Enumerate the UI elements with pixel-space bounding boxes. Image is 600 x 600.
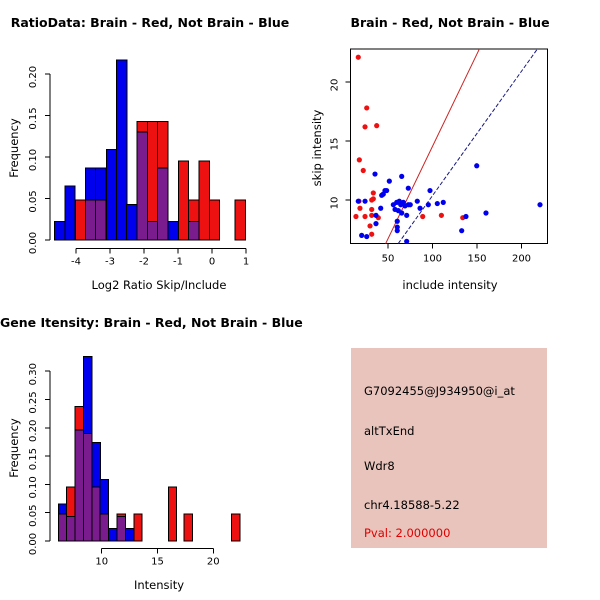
intensity-scatter-panel: Brain - Red, Not Brain - Blue skip inten… [300,0,600,300]
svg-text:0.20: 0.20 [28,66,39,88]
svg-text:100: 100 [423,254,442,265]
intensity-scatter-xlabel: include intensity [402,278,498,292]
svg-text:-3: -3 [105,257,115,268]
svg-text:1: 1 [243,257,249,268]
event-type-text: altTxEnd [364,424,415,438]
svg-text:0.00: 0.00 [28,232,39,254]
gene-histogram-title: Gene Itensity: Brain - Red, Not Brain - … [0,315,303,330]
svg-text:10: 10 [95,557,108,568]
svg-text:0.15: 0.15 [28,448,39,470]
location-text: chr4.18588-5.22 [364,498,460,512]
intensity-scatter-canvas: 50 100 150 200 10 15 20 [330,48,548,265]
ratio-histogram-title: RatioData: Brain - Red, Not Brain - Blue [10,15,290,30]
probe-id-text: G7092455@J934950@i_at [364,384,515,398]
info-panel: G7092455@J934950@i_at altTxEnd Wdr8 chr4… [300,300,600,600]
svg-text:0.05: 0.05 [28,505,39,527]
svg-text:-1: -1 [173,257,183,268]
svg-text:0.10: 0.10 [28,149,39,171]
pval-text: Pval: 2.000000 [364,526,451,540]
gene-name-text: Wdr8 [364,459,395,473]
gene-histogram-panel: Gene Itensity: Brain - Red, Not Brain - … [0,300,303,600]
gene-histogram-xlabel: Intensity [133,578,185,592]
svg-text:10: 10 [330,197,341,210]
svg-text:-2: -2 [139,257,149,268]
svg-text:0.00: 0.00 [28,533,39,555]
svg-text:15: 15 [151,557,164,568]
svg-text:0.10: 0.10 [28,476,39,498]
gene-histogram-canvas: 0.00 0.05 0.10 0.15 0.20 0.25 0.30 10 15 20 [28,355,241,568]
svg-text:200: 200 [512,254,531,265]
svg-text:0.30: 0.30 [28,363,39,385]
info-background-box: G7092455@J934950@i_at altTxEnd Wdr8 chr4… [351,348,547,548]
svg-text:50: 50 [382,254,395,265]
svg-text:20: 20 [330,79,341,92]
ratio-histogram-xlabel: Log2 Ratio Skip/Include [91,278,227,292]
svg-text:-4: -4 [71,257,81,268]
svg-text:0.15: 0.15 [28,107,39,129]
intensity-scatter-title: Brain - Red, Not Brain - Blue [350,15,550,30]
ratio-histogram-panel: RatioData: Brain - Red, Not Brain - Blue… [0,0,300,300]
ratio-histogram-canvas: 0.00 0.05 0.10 0.15 0.20 -4 -3 -2 -1 0 1 [28,59,249,268]
svg-text:0.20: 0.20 [28,420,39,442]
svg-text:20: 20 [207,557,220,568]
svg-text:0: 0 [209,257,215,268]
svg-text:0.05: 0.05 [28,190,39,212]
svg-text:15: 15 [330,138,341,151]
svg-text:0.25: 0.25 [28,391,39,413]
svg-text:150: 150 [467,254,486,265]
